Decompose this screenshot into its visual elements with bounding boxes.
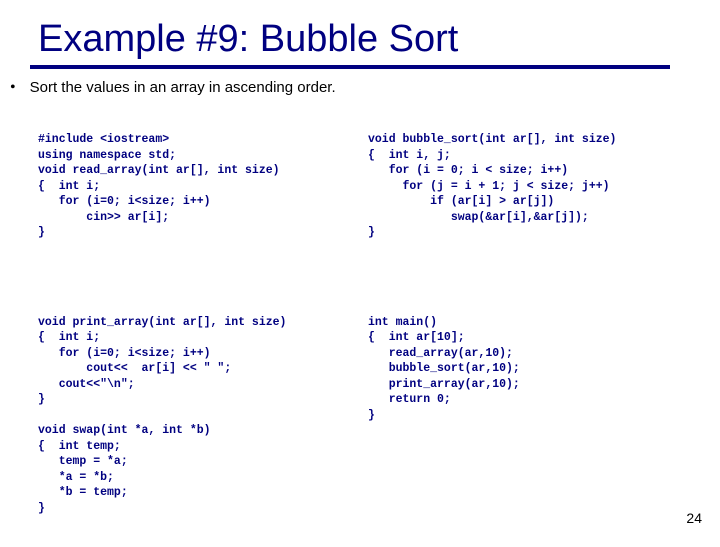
- code-block-bubble-sort: void bubble_sort(int ar[], int size) { i…: [368, 132, 690, 241]
- bullet-icon: •: [10, 79, 16, 97]
- code-column-right: void bubble_sort(int ar[], int size) { i…: [368, 101, 690, 547]
- code-column-left: #include <iostream> using namespace std;…: [38, 101, 368, 547]
- subtitle: Sort the values in an array in ascending…: [30, 79, 336, 96]
- slide: Example #9: Bubble Sort • Sort the value…: [0, 0, 720, 540]
- code-block-main: int main() { int ar[10]; read_array(ar,1…: [368, 315, 690, 424]
- subtitle-row: • Sort the values in an array in ascendi…: [10, 79, 690, 97]
- code-block-read-array: #include <iostream> using namespace std;…: [38, 132, 368, 241]
- title-underline: [30, 65, 670, 69]
- code-block-print-swap: void print_array(int ar[], int size) { i…: [38, 315, 368, 517]
- spacer: [38, 272, 368, 284]
- slide-title: Example #9: Bubble Sort: [38, 18, 690, 61]
- page-number: 24: [686, 510, 702, 526]
- spacer: [368, 272, 690, 284]
- code-area: #include <iostream> using namespace std;…: [38, 101, 690, 547]
